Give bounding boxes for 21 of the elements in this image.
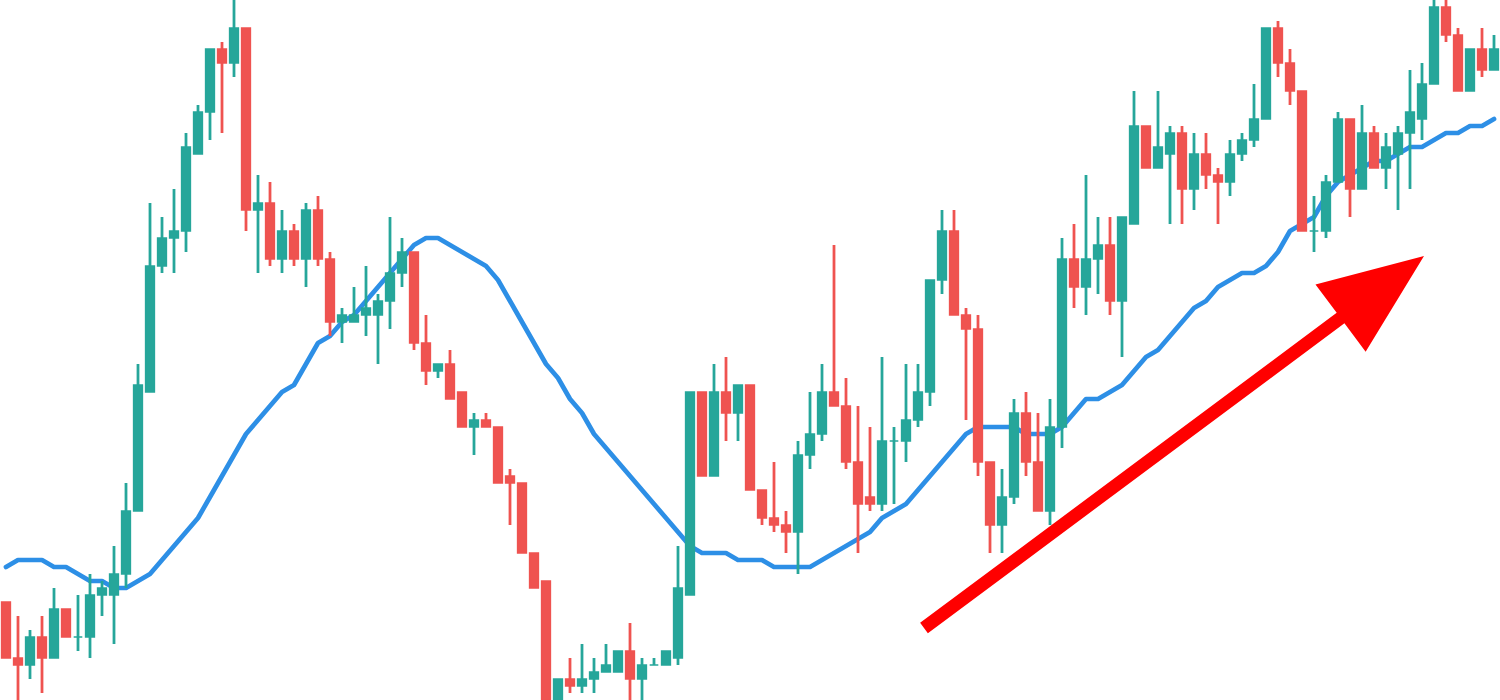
candlestick <box>624 621 636 700</box>
candlestick <box>1464 48 1476 92</box>
candlestick <box>1068 222 1080 310</box>
candlestick <box>468 411 480 457</box>
candlestick <box>1188 131 1200 212</box>
candlestick <box>288 222 300 268</box>
candlestick <box>1368 124 1380 170</box>
candlestick <box>1476 26 1488 79</box>
candlestick <box>552 678 564 700</box>
candlestick <box>1140 125 1152 169</box>
candlestick <box>228 0 240 79</box>
candlestick <box>276 208 288 275</box>
candlestick <box>1488 33 1500 72</box>
candlestick <box>24 628 36 681</box>
candlestick <box>60 608 72 638</box>
candlestick <box>564 656 576 695</box>
candlestick <box>216 40 228 135</box>
candlestick <box>732 383 744 443</box>
candlestick <box>36 614 48 695</box>
candlestick <box>252 173 264 275</box>
candlestick <box>720 355 732 443</box>
